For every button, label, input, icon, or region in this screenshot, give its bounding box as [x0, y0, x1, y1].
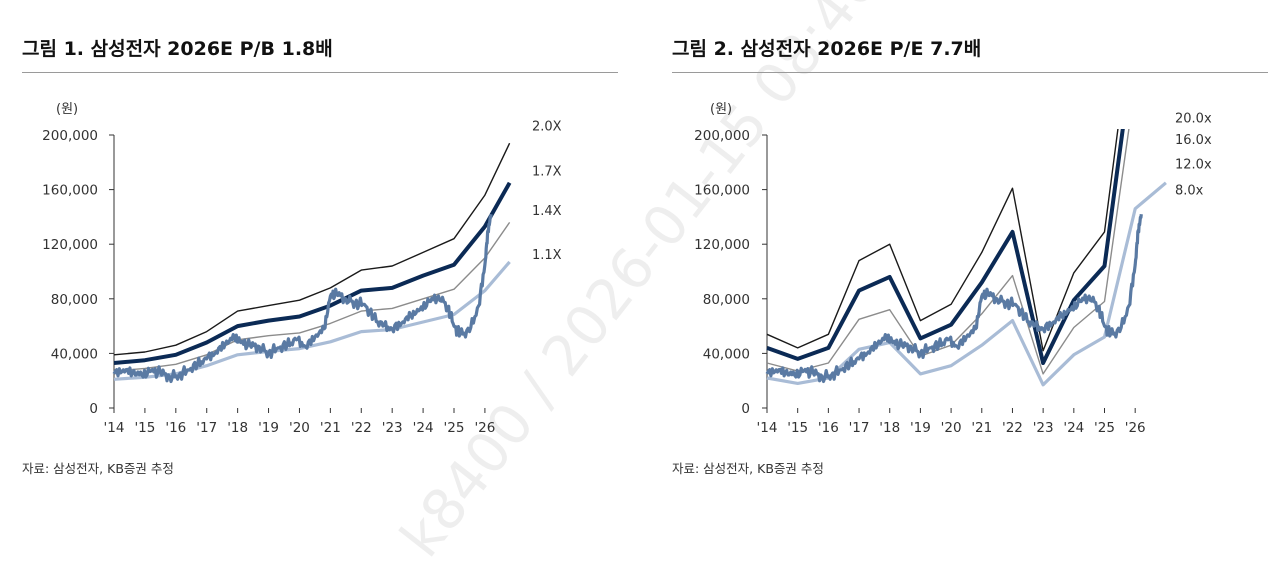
- band-label-1.7X: 1.7X: [532, 164, 562, 179]
- x-tick-label: '15: [134, 420, 155, 436]
- x-tick-label: '23: [1033, 420, 1054, 436]
- x-tick-label: '15: [787, 420, 808, 436]
- y-tick-label: 40,000: [703, 346, 750, 362]
- band-label-16.0x: 16.0x: [1175, 133, 1212, 148]
- x-tick-label: '23: [382, 420, 403, 436]
- y-tick-label: 80,000: [703, 292, 750, 308]
- y-tick-label: 120,000: [42, 237, 98, 253]
- x-tick-label: '21: [320, 420, 341, 436]
- x-tick-label: '21: [971, 420, 992, 436]
- y-tick-label: 80,000: [51, 292, 98, 308]
- y-unit-label: (원): [56, 102, 79, 117]
- band-line-20.0x: [766, 129, 1119, 352]
- x-tick-label: '19: [258, 420, 279, 436]
- price-line: [765, 214, 1143, 384]
- x-tick-label: '17: [196, 420, 217, 436]
- band-line-2.0X: [113, 142, 511, 356]
- source-note: 자료: 삼성전자, KB증권 추정: [672, 461, 824, 476]
- band-label-1.1X: 1.1X: [532, 248, 562, 263]
- title-divider: [672, 72, 1268, 73]
- x-tick-label: '18: [879, 420, 900, 436]
- x-tick-label: '14: [104, 420, 125, 436]
- x-tick-label: '26: [1125, 420, 1146, 436]
- y-tick-label: 160,000: [694, 183, 750, 199]
- source-note: 자료: 삼성전자, KB증권 추정: [22, 461, 174, 476]
- band-line-1.7X: [113, 181, 512, 365]
- y-tick-label: 200,000: [42, 128, 98, 144]
- x-tick-label: '22: [1002, 420, 1023, 436]
- y-tick-label: 160,000: [42, 183, 98, 199]
- x-tick-label: '18: [227, 420, 248, 436]
- chart-title: 그림 1. 삼성전자 2026E P/B 1.8배: [22, 38, 333, 60]
- price-line: [112, 213, 493, 384]
- y-tick-label: 40,000: [51, 346, 98, 362]
- chart-title: 그림 2. 삼성전자 2026E P/E 7.7배: [672, 38, 982, 60]
- pe-band-chart: 0 40,000 80,000 120,000 160,000 200,000 '14 '15…: [694, 111, 1212, 436]
- x-tick-label: '16: [818, 420, 839, 436]
- x-tick-label: '20: [289, 420, 310, 436]
- band-line-16.0x: [766, 129, 1125, 365]
- chart-panel-pb: 그림 1. 삼성전자 2026E P/B 1.8배 (원) 0 40,000 80,…: [22, 0, 622, 503]
- x-tick-label: '19: [910, 420, 931, 436]
- y-tick-label: 120,000: [694, 237, 750, 253]
- band-label-1.4X: 1.4X: [532, 204, 562, 219]
- x-tick-label: '25: [444, 420, 465, 436]
- x-tick-label: '16: [165, 420, 186, 436]
- x-tick-label: '22: [351, 420, 372, 436]
- band-line-1.4X: [113, 222, 511, 372]
- x-tick-label: '17: [849, 420, 870, 436]
- x-tick-label: '24: [1063, 420, 1084, 436]
- x-tick-label: '24: [413, 420, 434, 436]
- x-tick-label: '20: [941, 420, 962, 436]
- x-tick-label: '26: [474, 420, 495, 436]
- pb-band-chart: 0 40,000 80,000 120,000 160,000 200,000 '14 '15…: [42, 119, 562, 436]
- band-line-1.1X: [113, 260, 511, 381]
- x-tick-label: '25: [1094, 420, 1115, 436]
- chart-panel-pe: 그림 2. 삼성전자 2026E P/E 7.7배 (원) 0 40,000 80,…: [672, 0, 1272, 503]
- y-tick-label: 0: [741, 401, 750, 417]
- band-label-8.0x: 8.0x: [1175, 184, 1204, 199]
- band-label-2.0X: 2.0X: [532, 119, 562, 134]
- band-label-12.0x: 12.0x: [1175, 158, 1212, 173]
- y-unit-label: (원): [710, 102, 733, 117]
- x-tick-label: '14: [757, 420, 778, 436]
- title-divider: [22, 72, 618, 73]
- y-tick-label: 0: [89, 401, 98, 417]
- band-line-8.0x: [766, 181, 1167, 387]
- y-tick-label: 200,000: [694, 128, 750, 144]
- band-label-20.0x: 20.0x: [1175, 111, 1212, 126]
